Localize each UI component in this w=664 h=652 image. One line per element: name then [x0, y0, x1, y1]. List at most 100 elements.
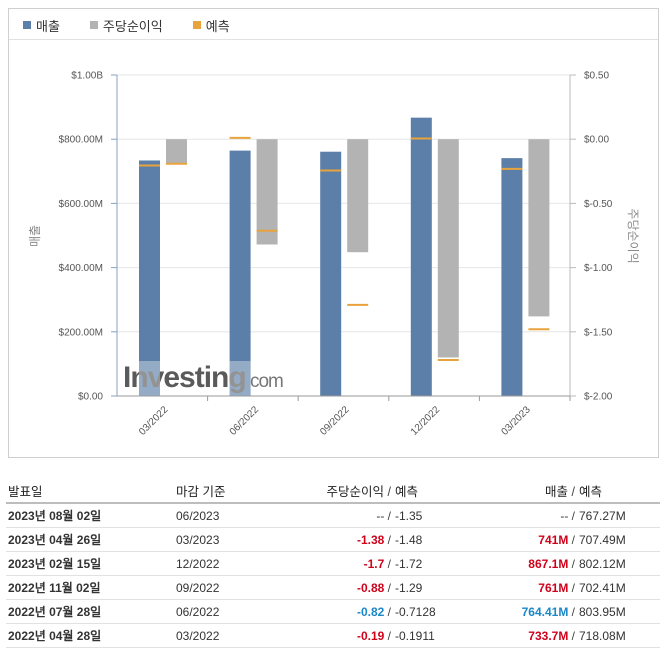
- cell-revenue-forecast: 767.27M: [575, 503, 660, 528]
- cell-eps-forecast: -0.1911: [391, 623, 495, 648]
- left-tick-label: $0.00: [78, 392, 103, 403]
- cell-eps-forecast-value: -0.1911: [395, 628, 435, 643]
- cell-revenue-value: 764.41M: [521, 604, 569, 619]
- legend-item-forecast[interactable]: 예측: [192, 16, 230, 35]
- col-header-revenue-forecast[interactable]: 예측: [575, 478, 660, 504]
- col-header-period[interactable]: 마감 기준: [176, 478, 291, 504]
- table-row[interactable]: 2022년 04월 28일 03/2022 -0.19 / -0.1911 733.7M…: [6, 623, 660, 648]
- cell-revenue-forecast: 803.95M: [575, 599, 660, 624]
- legend-swatch-forecast: [192, 21, 201, 29]
- col-header-eps[interactable]: 주당순이익 /: [291, 478, 391, 504]
- cell-eps-value: -1.7: [363, 556, 385, 571]
- cell-revenue-forecast-value: 802.12M: [579, 556, 626, 571]
- cell-revenue: 764.41M /: [495, 599, 575, 624]
- slash: /: [568, 484, 575, 499]
- right-tick-label: $-1.00: [584, 263, 613, 274]
- slash: /: [568, 556, 575, 571]
- watermark-text: Investing.com: [123, 361, 283, 394]
- cell-date-value: 2023년 04월 26일: [8, 533, 102, 547]
- cell-date: 2023년 08월 02일: [6, 503, 176, 528]
- cell-period-value: 06/2022: [176, 604, 220, 619]
- right-tick-label: $0.50: [584, 71, 609, 82]
- cell-eps-forecast: -0.7128: [391, 599, 495, 624]
- cell-eps-forecast: -1.72: [391, 551, 495, 576]
- cell-eps-forecast-value: -1.29: [395, 580, 423, 595]
- cell-eps-value: -1.38: [356, 532, 385, 547]
- cell-revenue-forecast: 802.12M: [575, 551, 660, 576]
- col-header-date[interactable]: 발표일: [6, 478, 176, 504]
- right-tick-label: $-1.50: [584, 327, 613, 338]
- cell-date-value: 2022년 04월 28일: [8, 629, 102, 643]
- bars: [139, 117, 550, 397]
- cell-date: 2022년 07월 28일: [6, 599, 176, 624]
- revenue-bar: [410, 117, 432, 397]
- col-header-date-label: 발표일: [8, 484, 43, 499]
- col-header-revenue-forecast-label: 예측: [579, 484, 603, 499]
- legend-label-eps: 주당순이익: [102, 18, 163, 34]
- cell-eps-forecast-value: -1.35: [395, 508, 423, 523]
- slash: /: [384, 556, 391, 571]
- table-row[interactable]: 2022년 11월 02일 09/2022 -0.88 / -1.29 761M / 70…: [6, 575, 660, 600]
- revenue-bar: [320, 151, 342, 396]
- col-header-eps-forecast-label: 예측: [395, 484, 419, 499]
- cell-eps: -0.82 /: [291, 599, 391, 624]
- right-tick-label: $0.00: [584, 135, 609, 146]
- cell-revenue: 867.1M /: [495, 551, 575, 576]
- cell-revenue-value: --: [560, 508, 569, 523]
- cell-revenue-value: 741M: [538, 532, 569, 547]
- cell-revenue: 761M /: [495, 575, 575, 600]
- col-header-revenue[interactable]: 매출 /: [495, 478, 575, 504]
- cell-revenue-value: 761M: [538, 580, 569, 595]
- legend-item-revenue[interactable]: 매출: [23, 16, 60, 35]
- cell-revenue-forecast-value: 702.41M: [579, 580, 626, 595]
- x-tick-label: 03/2023: [499, 404, 533, 438]
- legend-swatch-revenue: [23, 21, 31, 29]
- table-row[interactable]: 2023년 08월 02일 06/2023 -- / -1.35 -- / 767.27M: [6, 503, 660, 528]
- right-axis-title: 주당순이익: [626, 208, 640, 263]
- slash: /: [384, 508, 391, 523]
- slash: /: [568, 628, 575, 643]
- forecast-markers: [139, 136, 550, 396]
- cell-period: 03/2022: [176, 623, 291, 648]
- earnings-chart: Investing.com $0.00 $-2.00 $200.00M $-1.50 $…: [28, 71, 640, 438]
- x-tick-label: 12/2022: [409, 404, 443, 438]
- watermark-main: Investing: [123, 361, 246, 394]
- slash: /: [568, 508, 575, 523]
- chart-panel: 매출 주당순이익 예측 Investing.com $0.00 $-2.00 $20…: [8, 8, 659, 458]
- cell-revenue-forecast-value: 803.95M: [579, 604, 626, 619]
- slash: /: [568, 532, 575, 547]
- legend-divider: [9, 39, 658, 40]
- left-tick-label: $200.00M: [59, 327, 103, 338]
- cell-revenue-forecast: 718.08M: [575, 623, 660, 648]
- col-header-revenue-label: 매출: [545, 484, 569, 499]
- legend-item-eps[interactable]: 주당순이익: [89, 16, 163, 35]
- earnings-table: 발표일 마감 기준 주당순이익 / 예측 매출 / 예측 2023년 08월 0…: [6, 478, 660, 648]
- cell-period-value: 03/2022: [176, 628, 220, 643]
- cell-eps: -0.19 /: [291, 623, 391, 648]
- x-tick-label: 06/2022: [228, 404, 262, 438]
- col-header-period-label: 마감 기준: [176, 484, 226, 499]
- left-tick-label: $400.00M: [59, 263, 103, 274]
- watermark-overlay: [139, 361, 160, 396]
- cell-revenue-forecast-value: 718.08M: [579, 628, 626, 643]
- cell-period-value: 12/2022: [176, 556, 220, 571]
- cell-date-value: 2022년 11월 02일: [8, 581, 101, 595]
- cell-period-value: 09/2022: [176, 580, 220, 595]
- eps-bar: [528, 139, 550, 317]
- x-tick-label: 03/2022: [137, 404, 171, 438]
- slash: /: [384, 628, 391, 643]
- table-row[interactable]: 2023년 02월 15일 12/2022 -1.7 /-1.72 867.1M /8…: [6, 551, 660, 576]
- cell-period: 12/2022: [176, 551, 291, 576]
- table-row[interactable]: 2023년 04월 26일 03/2023 -1.38 / -1.48 741M / 70…: [6, 527, 660, 552]
- slash: /: [384, 532, 391, 547]
- table-row[interactable]: 2022년 07월 28일 06/2022 -0.82 / -0.7128 764.41…: [6, 599, 660, 624]
- cell-eps-forecast: -1.29: [391, 575, 495, 600]
- col-header-eps-forecast[interactable]: 예측: [391, 478, 495, 504]
- slash: /: [384, 484, 391, 499]
- legend-label-revenue: 매출: [36, 18, 60, 34]
- x-tick-label: 09/2022: [318, 404, 352, 438]
- cell-period: 03/2023: [176, 527, 291, 552]
- cell-period: 06/2022: [176, 599, 291, 624]
- watermark-overlay: [229, 361, 251, 396]
- cell-revenue-value: 733.7M: [528, 628, 569, 643]
